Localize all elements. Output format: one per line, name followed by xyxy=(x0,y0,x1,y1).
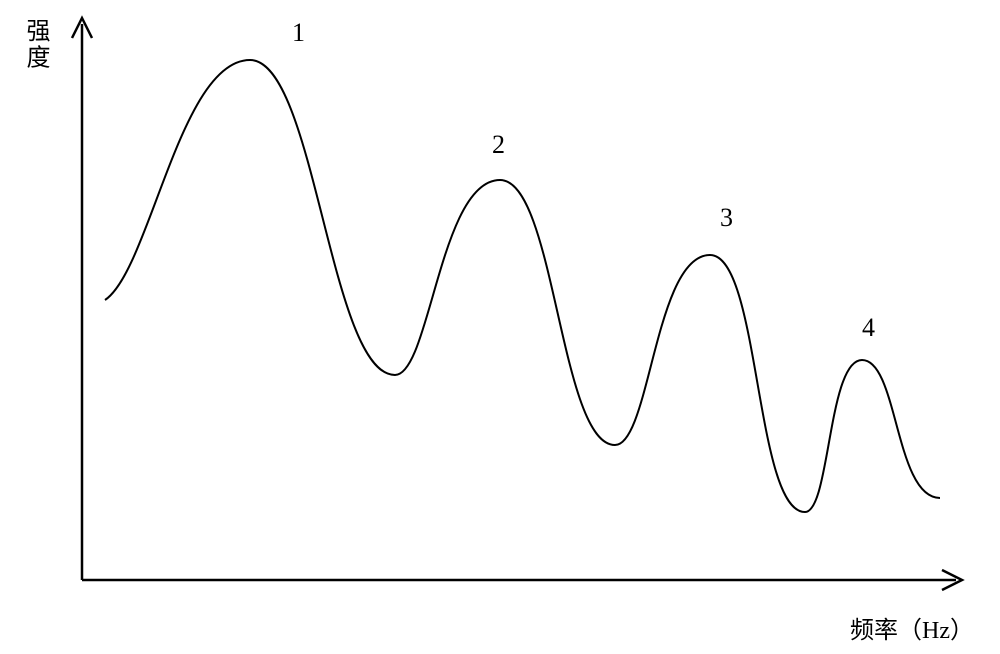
peak-label-2: 2 xyxy=(492,130,505,160)
x-axis-label: 频率（Hz） xyxy=(850,610,974,645)
peak-label-3: 3 xyxy=(720,203,733,233)
peak-label-4: 4 xyxy=(862,313,875,343)
y-axis-label: 强度 xyxy=(18,18,53,71)
chart-svg xyxy=(0,0,1000,654)
chart-container: 强度 频率（Hz） 1 2 3 4 xyxy=(0,0,1000,654)
peak-label-1: 1 xyxy=(292,18,305,48)
